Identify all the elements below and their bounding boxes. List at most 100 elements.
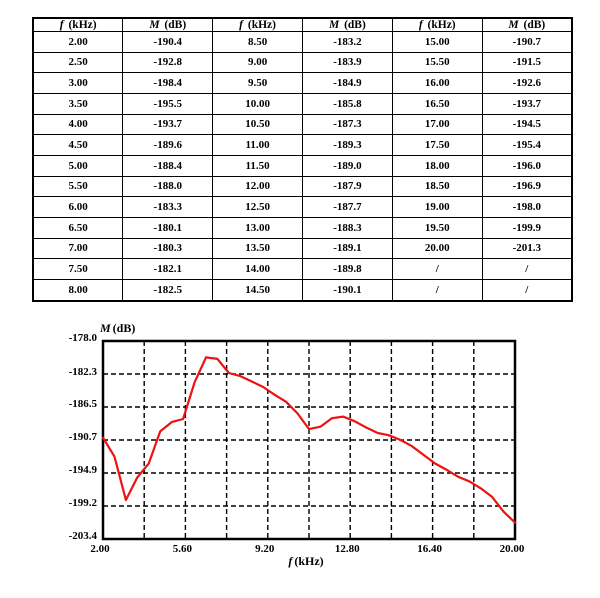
table-cell: 15.00 [391, 31, 483, 53]
y-axis-title: M (dB) [100, 321, 135, 336]
frequency-response-chart: M (dB) -178.0 -182.3 -186.5 -190.7 -194.9 -199… [0, 310, 600, 598]
table-cell: 3.50 [32, 92, 124, 115]
table-cell: -180.1 [122, 216, 214, 239]
table-cell: 12.00 [212, 175, 303, 198]
table-cell: -192.6 [481, 72, 573, 94]
table-cell: -194.5 [481, 113, 573, 136]
table-cell: 11.00 [212, 134, 303, 156]
table-cell: 19.00 [391, 196, 483, 218]
table-cell: 4.50 [32, 134, 124, 156]
table-row: 3.50 -195.5 10.00 -185.8 16.50 -193.7 [32, 92, 573, 115]
plot-border [101, 339, 517, 541]
y-tick-label: -178.0 [68, 332, 97, 344]
table-row: 4.50 -189.6 11.00 -189.3 17.50 -195.4 [32, 134, 573, 156]
table-cell: -189.8 [301, 258, 393, 280]
x-axis-title: f (kHz) [256, 554, 356, 569]
table-cell: -180.3 [122, 237, 214, 260]
table-cell: 16.00 [391, 72, 483, 94]
table-cell: 2.50 [32, 51, 124, 74]
table-cell: / [391, 258, 483, 280]
y-tick-label: -182.3 [68, 365, 97, 378]
data-table: f (kHz) M (dB) f (kHz) M (dB) f (kHz) M (dB) … [32, 17, 573, 302]
table-cell: 16.50 [391, 92, 483, 115]
y-tick-label: -190.7 [68, 431, 97, 443]
table-cell: 11.50 [212, 154, 303, 177]
table-cell: 3.00 [32, 72, 124, 94]
table-cell: -198.0 [481, 196, 573, 218]
table-cell: -183.9 [301, 51, 393, 74]
y-tick-label: -199.2 [68, 497, 97, 510]
table-cell: 2.00 [32, 31, 124, 53]
table-cell: -191.5 [481, 51, 573, 74]
table-cell: 9.00 [212, 51, 303, 74]
table-row: 7.00 -180.3 13.50 -189.1 20.00 -201.3 [32, 237, 573, 260]
x-axis-unit: (kHz) [294, 554, 324, 568]
table-body: 2.00 -190.4 8.50 -183.2 15.00 -190.7 2.50 -192.… [32, 31, 573, 302]
table-cell: -189.6 [122, 134, 214, 156]
table-header: f (kHz) M (dB) f (kHz) M (dB) f (kHz) M (dB) [32, 17, 573, 32]
table-cell: -187.9 [301, 175, 393, 198]
table-cell: -183.2 [301, 31, 393, 53]
table-cell: 9.50 [212, 72, 303, 94]
table-cell: 14.50 [212, 278, 303, 302]
table-cell: 17.00 [391, 113, 483, 136]
column-header-magnitude: M (dB) [481, 17, 573, 32]
table-cell: 12.50 [212, 196, 303, 218]
table-cell: 13.50 [212, 237, 303, 260]
table-cell: -195.5 [122, 92, 214, 115]
table-cell: 4.00 [32, 113, 124, 136]
table-cell: 20.00 [391, 237, 483, 260]
table-cell: 6.50 [32, 216, 124, 239]
x-tick-label: 12.80 [334, 543, 360, 555]
table-cell: 19.50 [391, 216, 483, 239]
table-cell: 8.00 [32, 278, 124, 302]
table-cell: 7.50 [32, 258, 124, 280]
table-cell: 17.50 [391, 134, 483, 156]
table-cell: 15.50 [391, 51, 483, 74]
table-row: 2.50 -192.8 9.00 -183.9 15.50 -191.5 [32, 51, 573, 74]
table-row: 3.00 -198.4 9.50 -184.9 16.00 -192.6 [32, 72, 573, 94]
table-cell: -188.3 [301, 216, 393, 239]
table-cell: 10.00 [212, 92, 303, 115]
y-tick-label: -203.4 [68, 530, 97, 542]
x-tick-label: 9.20 [255, 543, 275, 555]
table-cell: -195.4 [481, 134, 573, 156]
table-cell: 14.00 [212, 258, 303, 280]
table-cell: / [391, 278, 483, 302]
table-cell: -190.4 [122, 31, 214, 53]
table-cell: -190.1 [301, 278, 393, 302]
table-cell: -189.1 [301, 237, 393, 260]
table-row: 4.00 -193.7 10.50 -187.3 17.00 -194.5 [32, 113, 573, 136]
column-header-frequency: f (kHz) [212, 17, 303, 32]
table-cell: -183.3 [122, 196, 214, 218]
x-tick-label: 5.60 [172, 543, 193, 555]
table-cell: 13.00 [212, 216, 303, 239]
table-cell: 18.50 [391, 175, 483, 198]
y-axis-symbol: M [100, 321, 111, 335]
plot-area [101, 339, 517, 541]
table-row: 7.50 -182.1 14.00 -189.8// [32, 258, 573, 280]
table-cell: 18.00 [391, 154, 483, 177]
table-cell: -189.3 [301, 134, 393, 156]
table-cell: 5.50 [32, 175, 124, 198]
y-tick-label: -186.5 [68, 398, 97, 411]
column-header-magnitude: M (dB) [301, 17, 393, 32]
table-cell: -187.7 [301, 196, 393, 218]
x-tick-label: 20.00 [499, 543, 525, 555]
y-tick-label: -194.9 [68, 463, 97, 476]
x-tick-label: 2.00 [90, 543, 110, 555]
column-header-frequency: f (kHz) [391, 17, 483, 32]
table-cell: -198.4 [122, 72, 214, 94]
data-line [101, 356, 517, 524]
table-row: 2.00 -190.4 8.50 -183.2 15.00 -190.7 [32, 31, 573, 53]
table-cell: -185.8 [301, 92, 393, 115]
table-row: 6.50 -180.1 13.00 -188.3 19.50 -199.9 [32, 216, 573, 239]
table-cell: -190.7 [481, 31, 573, 53]
table-cell: -188.4 [122, 154, 214, 177]
table-cell: -196.0 [481, 154, 573, 177]
table-cell: -188.0 [122, 175, 214, 198]
column-header-frequency: f (kHz) [32, 17, 124, 32]
table-cell: -182.5 [122, 278, 214, 302]
table-row: 8.00 -182.5 14.50 -190.1// [32, 278, 573, 302]
table-cell: -187.3 [301, 113, 393, 136]
